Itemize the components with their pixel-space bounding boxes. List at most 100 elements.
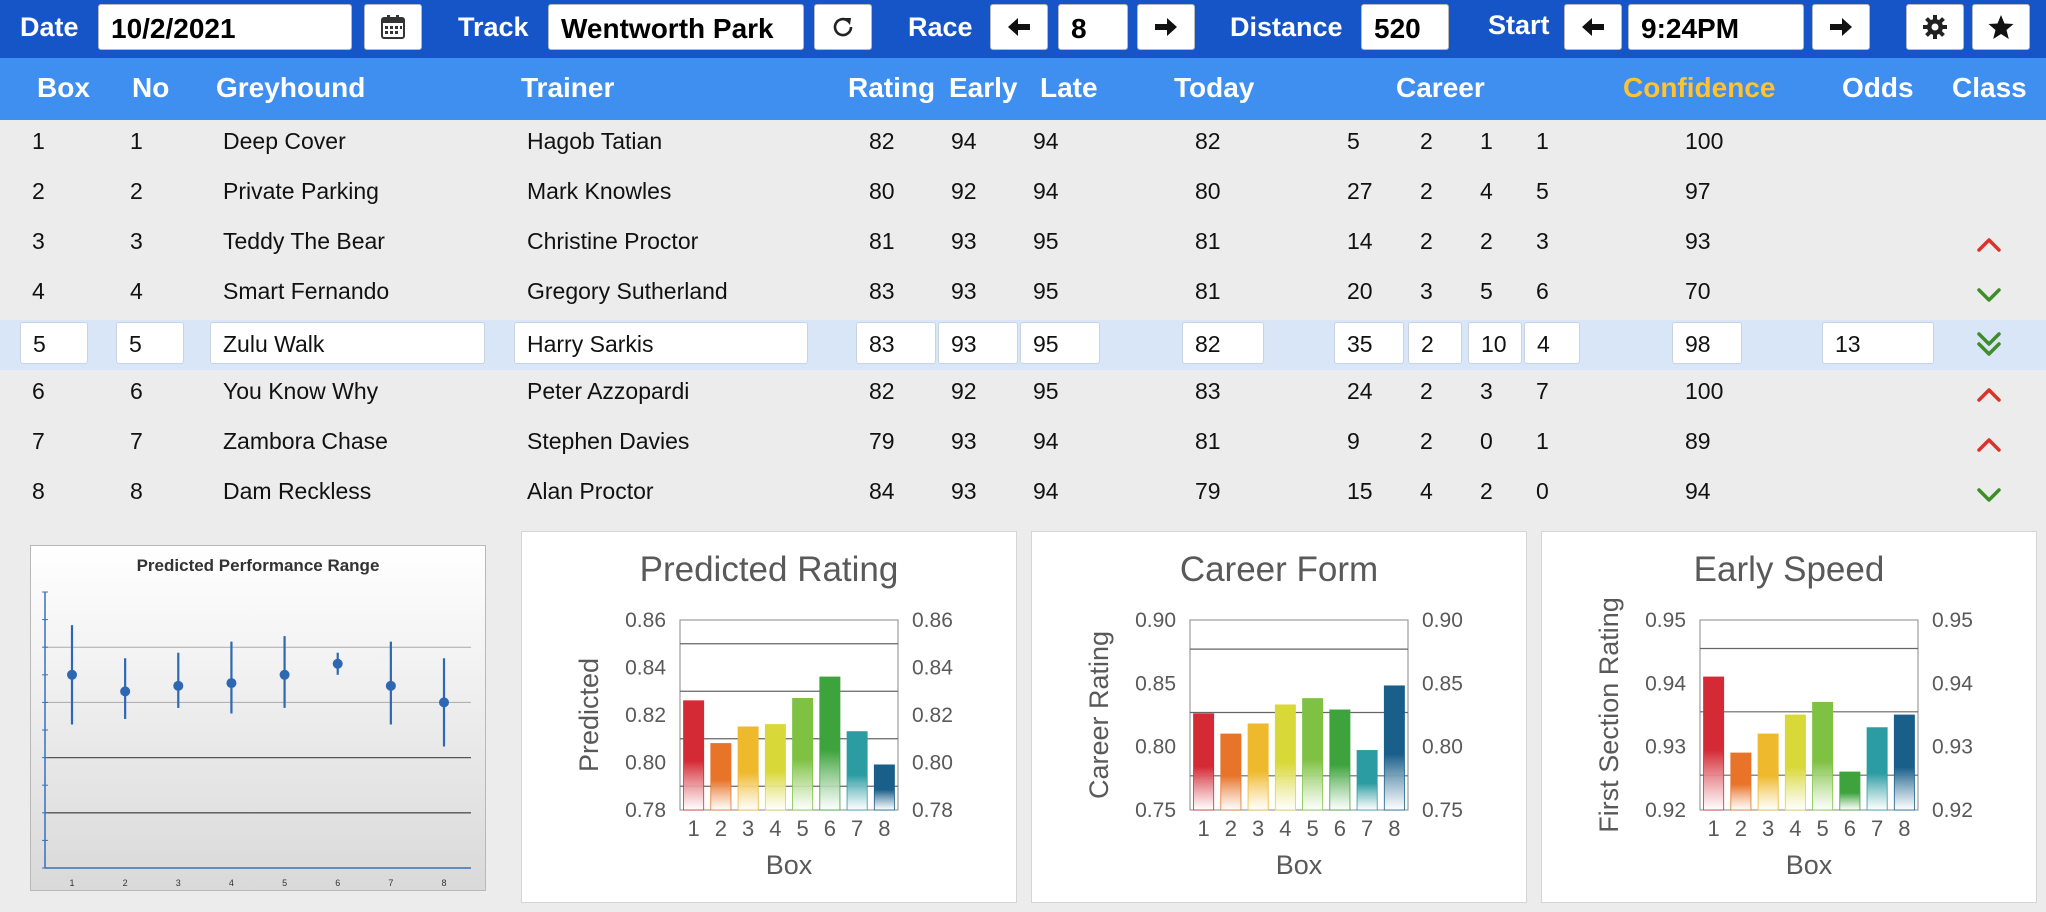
col-header-odds[interactable]: Odds [1842,72,1914,103]
career-seconds-cell[interactable]: 10 [1468,322,1522,364]
bar [1193,713,1215,811]
late-cell: 95 [1033,378,1059,404]
career-wins-cell[interactable]: 2 [1408,322,1462,364]
x-tick-label: 4 [1279,816,1291,841]
early-cell: 92 [951,378,977,404]
table-row[interactable]: 8 8 Dam Reckless Alan Proctor 84 93 94 79 15 4 2 0 9… [0,470,2046,520]
x-tick-label: 2 [1735,816,1747,841]
x-tick-label: 5 [797,816,809,841]
start-time-field[interactable]: 9:24PM [1628,4,1804,50]
x-tick-label: 4 [769,816,781,841]
career-thirds-cell[interactable]: 4 [1524,322,1580,364]
x-tick-label: 1 [688,816,700,841]
race-prev-button[interactable] [990,4,1048,50]
col-header-class[interactable]: Class [1952,72,2027,103]
confidence-cell: 93 [1685,228,1711,254]
confidence-cell: 100 [1685,378,1724,404]
col-header-rating[interactable]: Rating [848,72,936,103]
settings-button[interactable] [1906,4,1964,50]
box-cell[interactable]: 5 [20,322,88,364]
greyhound-cell: Zambora Chase [223,428,388,454]
y-tick-label-right: 0.86 [912,609,953,632]
number-cell[interactable]: 5 [116,322,184,364]
today-cell[interactable]: 82 [1182,322,1264,364]
y-tick-label-right: 0.84 [912,657,953,680]
early-cell[interactable]: 93 [938,322,1018,364]
col-header-late[interactable]: Late [1040,72,1098,103]
number-cell: 4 [130,278,143,304]
bar [1757,733,1779,811]
today-cell: 81 [1195,278,1221,304]
bar [1329,709,1351,811]
table-row[interactable]: 1 1 Deep Cover Hagob Tatian 82 94 94 82 5 2 1 1 100 [0,120,2046,170]
col-header-trainer[interactable]: Trainer [521,72,615,103]
bar [1383,685,1405,811]
trainer-cell[interactable]: Harry Sarkis [514,322,808,364]
career-wins-cell: 2 [1420,178,1433,204]
career-starts-cell: 15 [1347,478,1373,504]
trainer-cell: Alan Proctor [527,478,654,504]
x-tick-label: 6 [1334,816,1346,841]
x-tick-label: 5 [1307,816,1319,841]
table-row[interactable]: 6 6 You Know Why Peter Azzopardi 82 92 95 83 24 2… [0,370,2046,420]
favorite-button[interactable] [1972,4,2030,50]
y-tick-label: 0.92 [1645,799,1686,822]
col-header-career[interactable]: Career [1396,72,1485,103]
trainer-cell: Stephen Davies [527,428,690,454]
rating-cell: 80 [869,178,895,204]
col-header-early[interactable]: Early [949,72,1018,103]
x-tick-label: 2 [1225,816,1237,841]
y-tick-label-right: 0.92 [1932,799,1973,822]
refresh-button[interactable] [814,4,872,50]
table-row[interactable]: 2 2 Private Parking Mark Knowles 80 92 94 80 27 2… [0,170,2046,220]
race-next-button[interactable] [1137,4,1195,50]
col-header-today[interactable]: Today [1174,72,1255,103]
bar [1274,704,1296,811]
confidence-cell: 70 [1685,278,1711,304]
table-row[interactable]: 5 5 Zulu Walk Harry Sarkis 83 93 95 82 35 2 10 4 98 1… [0,320,2046,370]
rating-cell: 84 [869,478,895,504]
col-header-confidence[interactable]: Confidence [1623,72,1776,103]
data-point [67,669,77,680]
start-prev-button[interactable] [1564,4,1622,50]
greyhound-cell[interactable]: Zulu Walk [210,322,485,364]
col-header-greyhound[interactable]: Greyhound [216,72,366,103]
late-cell: 94 [1033,428,1059,454]
career-wins-cell: 2 [1420,378,1433,404]
box-cell: 4 [32,278,45,304]
bar [1302,698,1324,811]
x-tick-label: 2 [715,816,727,841]
bar [1220,733,1242,811]
y-tick-label-right: 0.78 [912,799,953,822]
today-cell: 80 [1195,178,1221,204]
career-starts-cell[interactable]: 35 [1334,322,1404,364]
race-number-field[interactable]: 8 [1058,4,1128,50]
greyhound-cell: Dam Reckless [223,478,372,504]
table-row[interactable]: 4 4 Smart Fernando Gregory Sutherland 83 93 95… [0,270,2046,320]
calendar-button[interactable] [364,4,422,50]
late-cell[interactable]: 95 [1020,322,1100,364]
date-field[interactable]: 10/2/2021 [98,4,352,50]
start-next-button[interactable] [1812,4,1870,50]
bar [873,764,895,811]
rating-cell[interactable]: 83 [856,322,936,364]
odds-cell[interactable]: 13 [1822,322,1934,364]
career-seconds-cell: 2 [1480,228,1493,254]
distance-field[interactable]: 520 [1361,4,1449,50]
table-row[interactable]: 3 3 Teddy The Bear Christine Proctor 81 93 95 8… [0,220,2046,270]
track-field[interactable]: Wentworth Park [548,4,804,50]
career-thirds-cell: 1 [1536,128,1549,154]
table-row[interactable]: 7 7 Zambora Chase Stephen Davies 79 93 94 81 9 2 0… [0,420,2046,470]
performance-range-chart: Predicted Performance Range 1 2 3 4 5 6 7 8 [30,545,486,891]
late-cell: 94 [1033,178,1059,204]
y-axis-label: Career Rating [1084,631,1114,799]
performance-range-plot: 1 2 3 4 5 6 7 8 [42,591,471,888]
col-header-box[interactable]: Box [37,72,90,103]
y-tick-label: 0.85 [1135,672,1176,695]
data-point [173,680,184,691]
col-header-no[interactable]: No [132,72,170,103]
gear-icon [1923,15,1947,39]
class-down-icon [1977,288,2001,302]
confidence-cell[interactable]: 98 [1672,322,1742,364]
career-wins-cell: 2 [1420,228,1433,254]
